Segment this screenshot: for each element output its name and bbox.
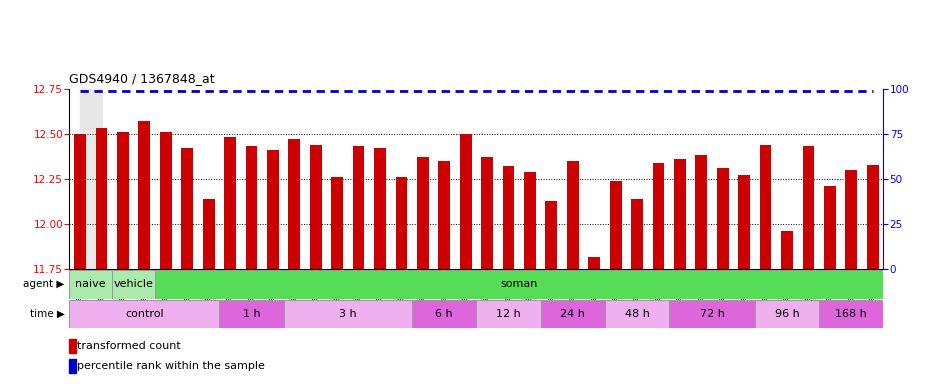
Bar [476,300,540,328]
Bar [112,270,155,299]
Text: time ▶: time ▶ [30,309,65,319]
Bar [289,139,301,269]
Bar [267,150,278,269]
Bar [605,300,669,328]
Bar [155,270,883,299]
Bar [845,170,857,269]
Bar [717,168,729,269]
Bar [203,199,215,269]
Bar [117,132,129,269]
Text: 12 h: 12 h [496,309,521,319]
Bar [696,156,708,269]
Bar [69,270,112,299]
Text: soman: soman [500,279,538,290]
Text: naive: naive [76,279,106,290]
Text: 24 h: 24 h [561,309,586,319]
Bar [481,157,493,269]
Bar [781,231,793,269]
Bar [352,146,364,269]
Text: transformed count: transformed count [77,341,181,351]
Bar [80,89,102,269]
Bar [284,300,413,328]
Bar [74,134,86,269]
Bar [674,159,685,269]
Bar [413,300,476,328]
Bar [738,175,750,269]
Bar [310,145,322,269]
Text: agent ▶: agent ▶ [23,279,65,290]
Bar [438,161,450,269]
Bar [219,300,284,328]
Bar [567,161,579,269]
Bar [759,145,771,269]
Bar [224,137,236,269]
Bar [245,146,257,269]
Bar [502,166,514,269]
Text: vehicle: vehicle [114,279,154,290]
Bar [669,300,755,328]
Bar [160,132,172,269]
Bar [546,200,557,269]
Bar [540,300,605,328]
Bar [610,181,622,269]
Bar [824,186,835,269]
Bar [331,177,343,269]
Bar [867,164,879,269]
Bar [460,134,472,269]
Text: 6 h: 6 h [436,309,453,319]
Text: 168 h: 168 h [835,309,867,319]
Text: control: control [125,309,164,319]
Text: 72 h: 72 h [699,309,724,319]
Bar [524,172,536,269]
Bar [755,300,820,328]
Bar [631,199,643,269]
Bar [181,148,193,269]
Bar [652,163,664,269]
Bar [69,300,219,328]
Bar [820,300,883,328]
Bar [139,121,150,269]
Bar [588,257,600,269]
Text: GDS4940 / 1367848_at: GDS4940 / 1367848_at [69,72,215,85]
Bar [374,148,386,269]
Bar [95,128,107,269]
Text: 1 h: 1 h [242,309,260,319]
Text: 96 h: 96 h [774,309,799,319]
Text: percentile rank within the sample: percentile rank within the sample [77,361,265,371]
Bar [396,177,407,269]
Text: 3 h: 3 h [339,309,357,319]
Bar [803,146,814,269]
Bar [417,157,428,269]
Text: 48 h: 48 h [624,309,649,319]
